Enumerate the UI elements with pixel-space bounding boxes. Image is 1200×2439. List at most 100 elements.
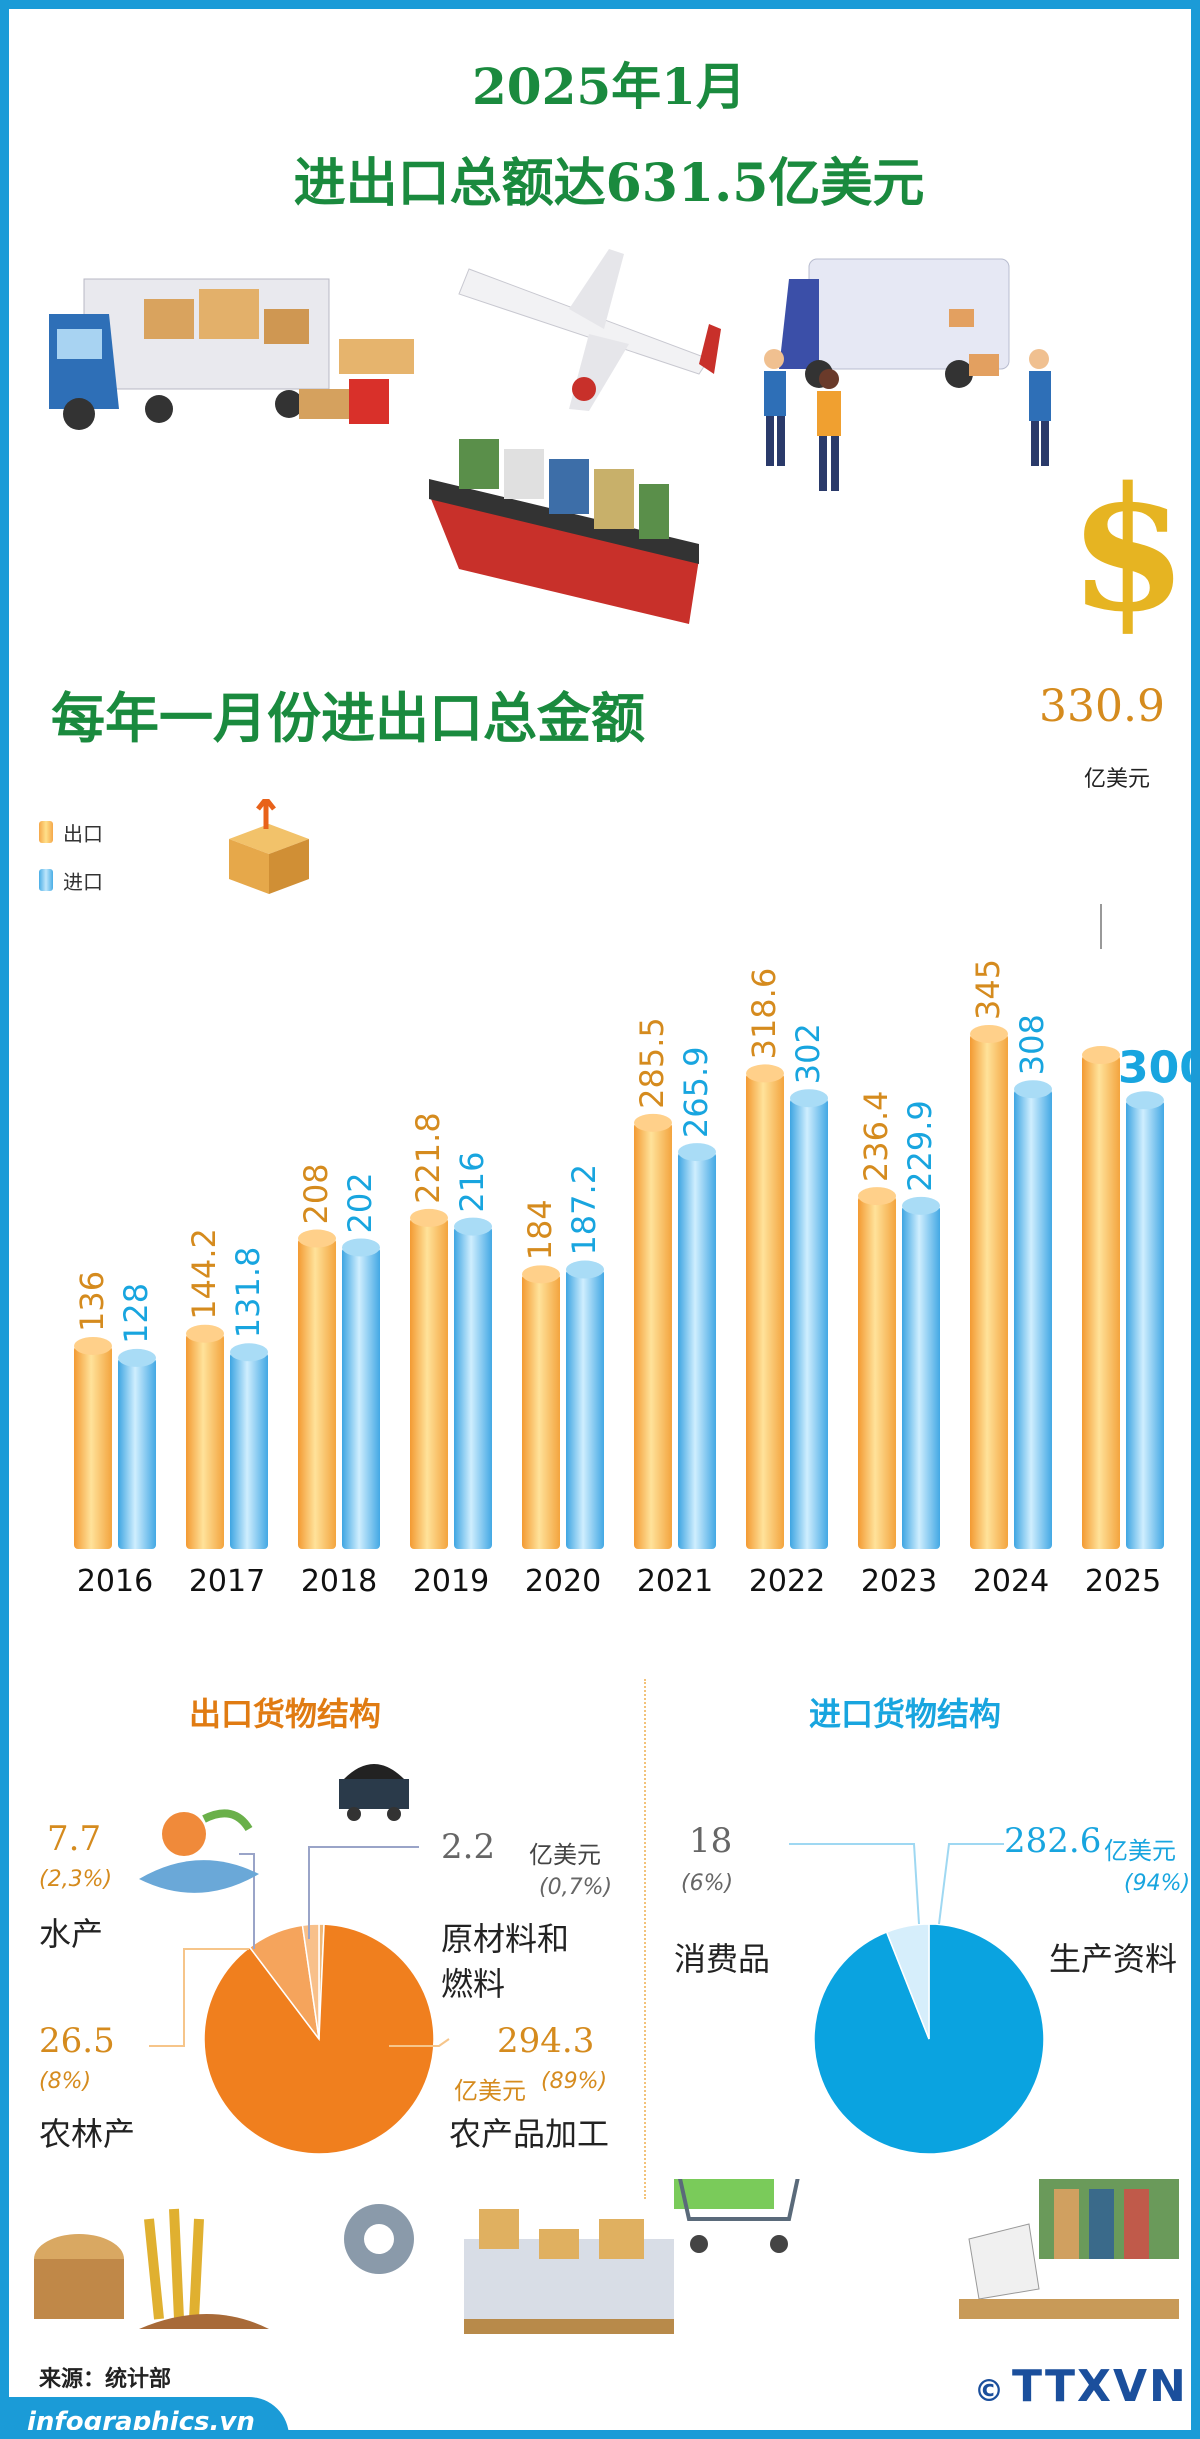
export-value-label: 208: [297, 1163, 335, 1224]
export-value-label: 221.8: [409, 1112, 447, 1204]
processed-pct: (89%): [541, 2069, 608, 2094]
export-value-label: 136: [73, 1271, 111, 1332]
export-bar-cap: [634, 1113, 672, 1132]
legend-export: 出口: [39, 819, 103, 846]
svg-text:$: $: [1069, 450, 1187, 639]
export-value-label: 318.6: [745, 968, 783, 1060]
import-value-label: 202: [341, 1172, 379, 1233]
pie-slice-consumer: [885, 1923, 930, 2040]
legend-import: 进口: [39, 867, 103, 894]
import-bar: [1014, 1089, 1052, 1549]
seafood-icon: [139, 1809, 259, 1893]
forestry-value: 26.5: [39, 2021, 115, 2061]
export-bar-cap: [298, 1229, 336, 1248]
export-bar: [970, 1034, 1008, 1549]
headline-total: 进出口总额达631.5亿美元: [293, 153, 925, 214]
import-bar: [1126, 1100, 1164, 1549]
hero-illustration: $: [49, 249, 1187, 639]
import-value-label: 308: [1013, 1014, 1051, 1075]
import-bar-cap: [230, 1343, 268, 1362]
factory-icon: [464, 2209, 674, 2334]
legend-export-label: 出口: [63, 821, 103, 846]
source-note: 来源：统计部: [39, 2367, 172, 2392]
import-value-label: 187.2: [565, 1164, 603, 1256]
package-icon: [229, 799, 309, 894]
export-bar: [858, 1196, 896, 1549]
import-bar: [790, 1098, 828, 1549]
export-bar: [298, 1238, 336, 1549]
export-value-label: 285.5: [633, 1017, 671, 1109]
import-2025-highlight: 300.6: [1118, 1042, 1200, 1093]
site-link[interactable]: infographics.vn: [9, 2397, 289, 2430]
import-bar: [342, 1247, 380, 1549]
truck-icon: [49, 278, 414, 430]
cargo-ship-icon: [429, 439, 699, 624]
export-2025-highlight: 330.9: [1039, 681, 1165, 732]
processed-value: 294.3: [497, 2021, 595, 2061]
legend-import-swatch: [39, 869, 53, 891]
export-bar-cap: [410, 1208, 448, 1227]
pie-slice-seafood: [301, 1923, 320, 2040]
export-bar: [1082, 1055, 1120, 1549]
export-value-label: 184: [521, 1199, 559, 1260]
materials-label-line2: 燃料: [441, 1965, 506, 2003]
production-value: 282.6: [1004, 1821, 1102, 1861]
import-value-label: 302: [789, 1023, 827, 1084]
import-bar: [454, 1226, 492, 1549]
airplane-icon: [458, 249, 721, 411]
chart-legend: 出口 进口: [39, 819, 103, 915]
materials-label-line1: 原材料和: [441, 1920, 570, 1958]
import-bar-cap: [790, 1089, 828, 1108]
seafood-value: 7.7: [47, 1819, 102, 1859]
import-value-label: 229.9: [901, 1100, 939, 1192]
production-unit: 亿美元: [1104, 1837, 1176, 1865]
year-tick-label: 2021: [637, 1564, 713, 1599]
import-pie-chart: [789, 1843, 1045, 2155]
export-value-label: 236.4: [857, 1091, 895, 1183]
export-bar-cap: [858, 1187, 896, 1206]
legend-export-swatch: [39, 821, 53, 843]
export-bar: [410, 1217, 448, 1549]
export-bar-cap: [522, 1265, 560, 1284]
export-bar-cap: [1082, 1046, 1120, 1065]
export-bar: [74, 1345, 112, 1549]
year-tick-label: 2018: [301, 1564, 377, 1599]
import-bar-cap: [1126, 1091, 1164, 1110]
headline-date: 2025年1月: [472, 57, 746, 116]
year-tick-label: 2024: [973, 1564, 1049, 1599]
export-value-label: 345: [969, 959, 1007, 1020]
production-pct: (94%): [1124, 1871, 1191, 1896]
import-bar: [566, 1269, 604, 1549]
year-tick-label: 2022: [749, 1564, 825, 1599]
import-bar-cap: [118, 1348, 156, 1367]
seafood-label: 水产: [39, 1915, 104, 1953]
consumer-pct: (6%): [681, 1871, 734, 1896]
export-bar-cap: [746, 1064, 784, 1083]
import-bar: [230, 1352, 268, 1549]
import-bar: [118, 1357, 156, 1549]
seafood-pct: (2,3%): [39, 1867, 113, 1892]
import-bar-cap: [1014, 1080, 1052, 1099]
dollar-icon: $: [1069, 450, 1187, 639]
production-label: 生产资料: [1049, 1940, 1178, 1978]
forestry-pct: (8%): [39, 2069, 92, 2094]
import-value-label: 265.9: [677, 1046, 715, 1138]
export-bar: [746, 1073, 784, 1549]
section-divider: [644, 1679, 646, 2199]
export-value-label: 144.2: [185, 1228, 223, 1320]
import-value-label: 131.8: [229, 1247, 267, 1339]
processed-unit: 亿美元: [454, 2077, 526, 2105]
delivery-van-icon: [764, 258, 1051, 491]
import-bar-cap: [454, 1217, 492, 1236]
export-bar: [186, 1333, 224, 1549]
ttxvn-logo: © TTXVN: [974, 2361, 1188, 2412]
legend-import-label: 进口: [63, 869, 103, 894]
import-bar: [678, 1152, 716, 1549]
export-bar-cap: [74, 1336, 112, 1355]
materials-unit: 亿美元: [529, 1841, 601, 1869]
year-tick-label: 2020: [525, 1564, 601, 1599]
materials-value: 2.2: [441, 1827, 496, 1867]
processed-label: 农产品加工: [449, 2115, 610, 2153]
export-pie-chart: [139, 1764, 450, 2155]
